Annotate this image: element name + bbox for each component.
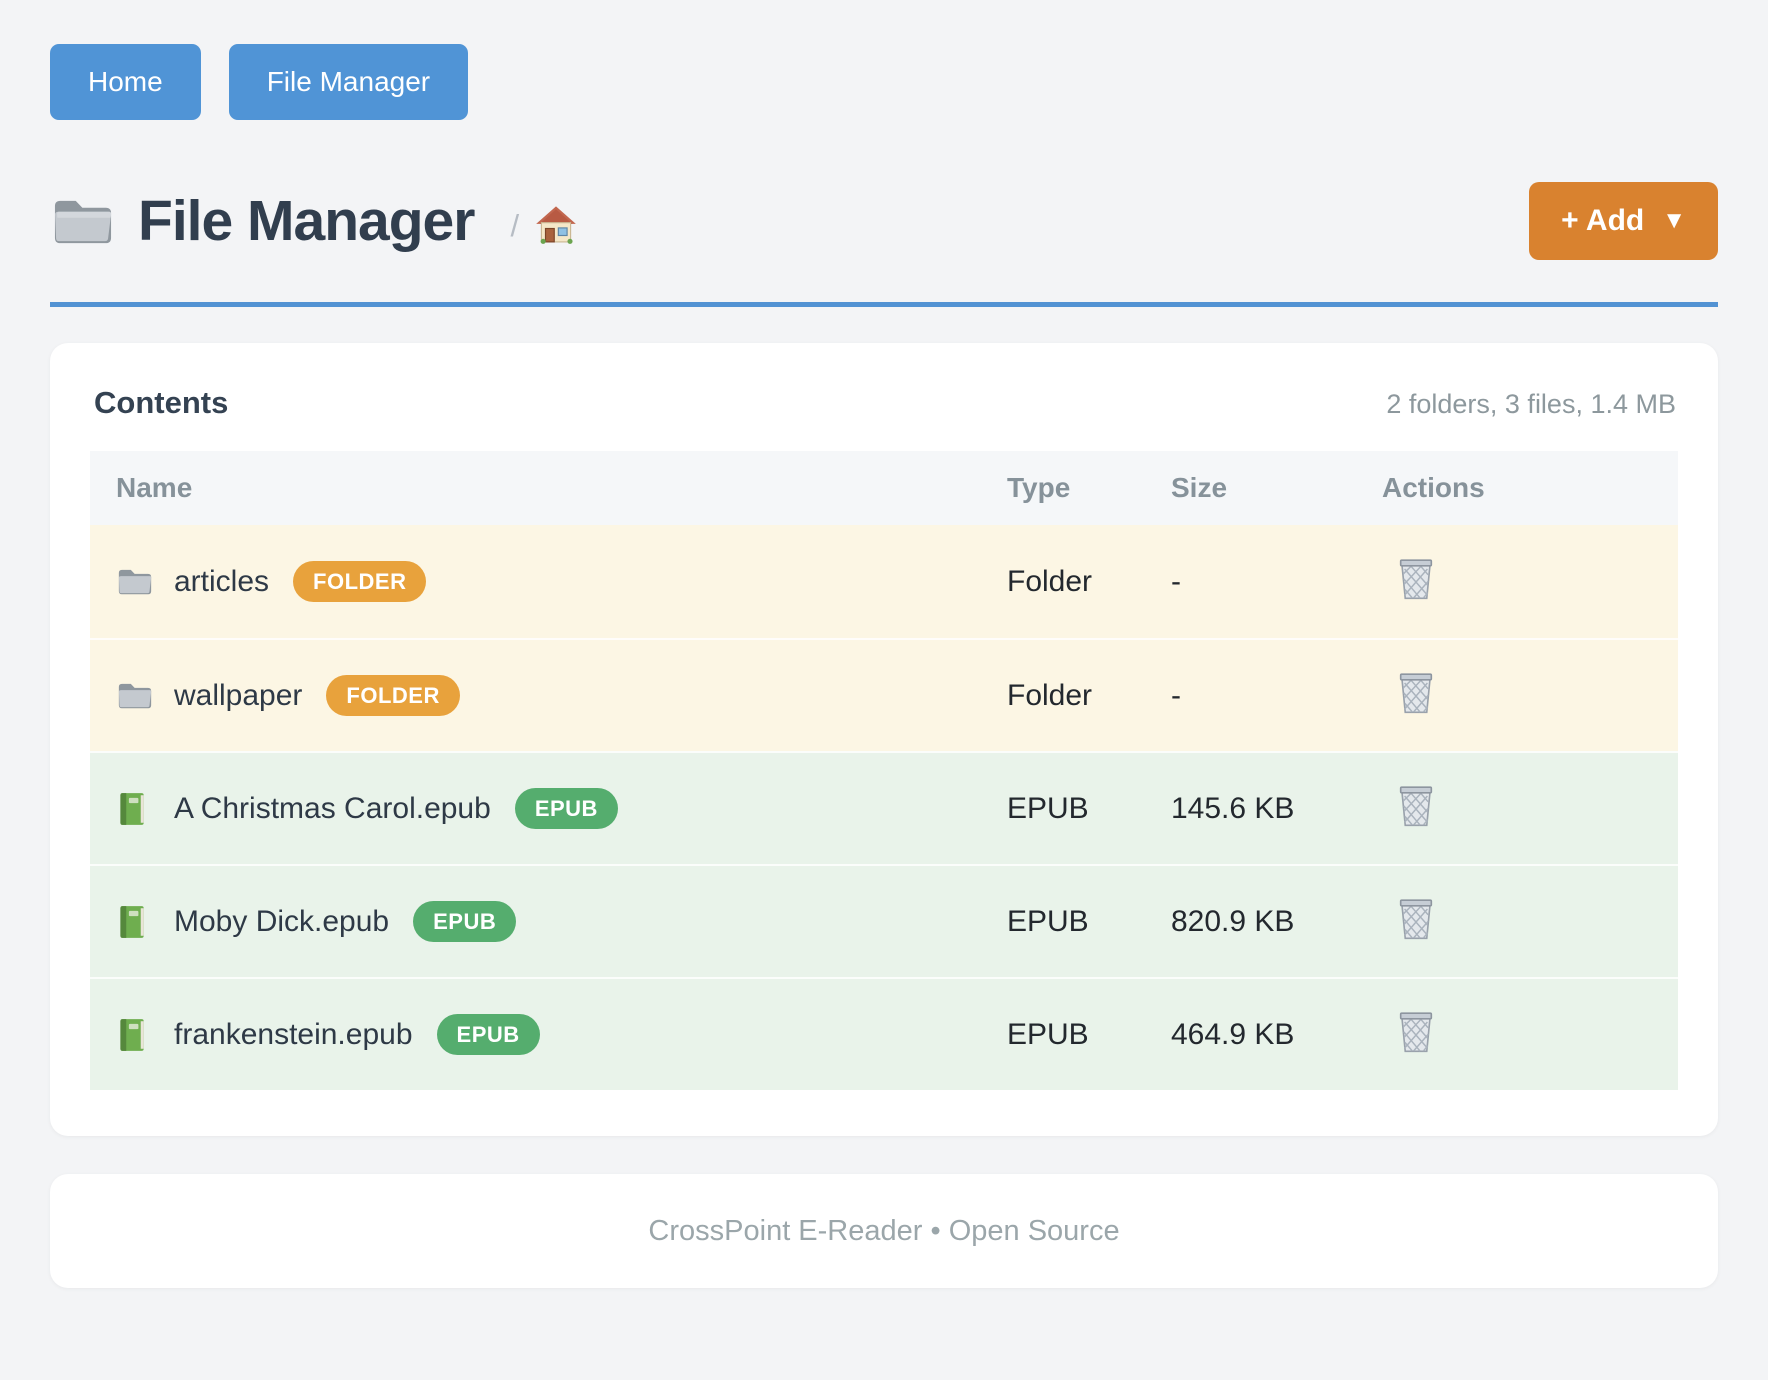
type-badge: EPUB bbox=[436, 1014, 540, 1055]
delete-button[interactable] bbox=[1396, 896, 1436, 940]
type-badge: FOLDER bbox=[293, 561, 427, 602]
type-badge: EPUB bbox=[413, 901, 517, 942]
size-cell: 464.9 KB bbox=[1171, 1017, 1295, 1051]
delete-button[interactable] bbox=[1396, 1009, 1436, 1053]
name-cell: A Christmas Carol.epub EPUB bbox=[90, 788, 1007, 829]
card-header: Contents 2 folders, 3 files, 1.4 MB bbox=[90, 385, 1678, 451]
table-row: A Christmas Carol.epub EPUB EPUB 145.6 K… bbox=[90, 751, 1678, 864]
delete-button[interactable] bbox=[1396, 556, 1436, 600]
type-cell: EPUB bbox=[1007, 791, 1089, 825]
table-body: articles FOLDER Folder - bbox=[90, 525, 1678, 1090]
table-header: Name Type Size Actions bbox=[90, 451, 1678, 525]
type-badge: EPUB bbox=[514, 788, 618, 829]
top-nav: Home File Manager bbox=[50, 44, 1718, 120]
name-cell: frankenstein.epub EPUB bbox=[90, 1014, 1007, 1055]
column-header-size: Size bbox=[1171, 472, 1228, 503]
page: Home File Manager File Manager / bbox=[50, 44, 1718, 1288]
column-header-actions: Actions bbox=[1382, 472, 1485, 503]
file-name[interactable]: articles bbox=[174, 564, 270, 598]
delete-button[interactable] bbox=[1396, 783, 1436, 827]
actions-cell bbox=[1382, 896, 1678, 948]
breadcrumb-separator: / bbox=[510, 208, 520, 243]
footer-text: CrossPoint E-Reader • Open Source bbox=[648, 1214, 1120, 1247]
type-badge: FOLDER bbox=[326, 675, 460, 716]
title-underline bbox=[50, 302, 1718, 307]
folder-icon bbox=[116, 678, 154, 714]
contents-card: Contents 2 folders, 3 files, 1.4 MB Name… bbox=[50, 343, 1718, 1136]
size-cell: - bbox=[1171, 564, 1181, 598]
page-header: File Manager / + Add ▼ bbox=[50, 182, 1718, 260]
actions-cell bbox=[1382, 1009, 1678, 1061]
footer: CrossPoint E-Reader • Open Source bbox=[50, 1174, 1718, 1288]
type-cell: EPUB bbox=[1007, 1017, 1089, 1051]
table-row: wallpaper FOLDER Folder - bbox=[90, 638, 1678, 751]
table-row: articles FOLDER Folder - bbox=[90, 525, 1678, 638]
name-cell: articles FOLDER bbox=[90, 561, 1007, 602]
card-title: Contents bbox=[94, 385, 229, 420]
page-title: File Manager bbox=[138, 189, 475, 253]
table-row: frankenstein.epub EPUB EPUB 464.9 KB bbox=[90, 977, 1678, 1090]
file-name[interactable]: wallpaper bbox=[174, 678, 303, 712]
add-button[interactable]: + Add ▼ bbox=[1529, 182, 1718, 260]
add-button-label: + Add bbox=[1561, 204, 1645, 237]
size-cell: - bbox=[1171, 678, 1181, 712]
actions-cell bbox=[1382, 556, 1678, 608]
column-header-name: Name bbox=[116, 472, 193, 503]
name-cell: wallpaper FOLDER bbox=[90, 675, 1007, 716]
name-cell: Moby Dick.epub EPUB bbox=[90, 901, 1007, 942]
folder-icon bbox=[50, 192, 116, 250]
contents-summary: 2 folders, 3 files, 1.4 MB bbox=[1386, 389, 1676, 419]
table-row: Moby Dick.epub EPUB EPUB 820.9 KB bbox=[90, 864, 1678, 977]
size-cell: 145.6 KB bbox=[1171, 791, 1295, 825]
delete-button[interactable] bbox=[1396, 670, 1436, 714]
actions-cell bbox=[1382, 670, 1678, 722]
file-name[interactable]: A Christmas Carol.epub bbox=[174, 791, 491, 825]
file-manager-nav-button[interactable]: File Manager bbox=[228, 44, 469, 120]
file-name[interactable]: Moby Dick.epub bbox=[174, 904, 390, 938]
type-cell: Folder bbox=[1007, 564, 1093, 598]
column-header-type: Type bbox=[1007, 472, 1071, 503]
actions-cell bbox=[1382, 783, 1678, 835]
chevron-down-icon: ▼ bbox=[1662, 207, 1686, 234]
home-nav-button[interactable]: Home bbox=[50, 44, 201, 120]
size-cell: 820.9 KB bbox=[1171, 904, 1295, 938]
home-icon[interactable] bbox=[535, 205, 577, 245]
green-book-icon bbox=[116, 791, 154, 827]
green-book-icon bbox=[116, 1017, 154, 1053]
type-cell: EPUB bbox=[1007, 904, 1089, 938]
type-cell: Folder bbox=[1007, 678, 1093, 712]
file-name[interactable]: frankenstein.epub bbox=[174, 1017, 413, 1051]
folder-icon bbox=[116, 564, 154, 600]
green-book-icon bbox=[116, 904, 154, 940]
